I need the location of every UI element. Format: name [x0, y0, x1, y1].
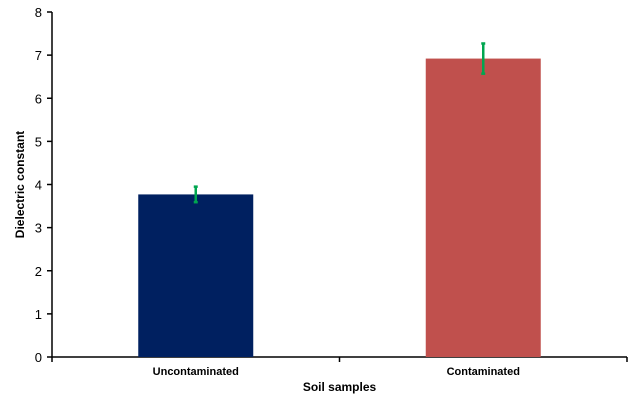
y-tick-label: 1 — [35, 307, 42, 322]
bar-uncontaminated — [138, 194, 254, 357]
x-tick-label: Contaminated — [447, 366, 520, 378]
y-tick-label: 7 — [35, 48, 42, 63]
error-bar-uncontaminated — [193, 185, 198, 204]
error-bars — [193, 42, 486, 204]
bars — [138, 58, 541, 357]
x-tick-label: Uncontaminated — [153, 366, 239, 378]
y-tick-label: 5 — [35, 134, 42, 149]
y-axis: 0 1 2 3 4 5 6 7 8 — [35, 5, 53, 365]
y-tick-label: 6 — [35, 91, 42, 106]
error-bar-contaminated — [481, 42, 486, 75]
y-tick-label: 4 — [35, 178, 42, 193]
y-axis-title: Dielectric constant — [13, 131, 27, 238]
y-tick-label: 2 — [35, 264, 42, 279]
y-tick-label: 0 — [35, 350, 42, 365]
y-tick-label: 3 — [35, 221, 42, 236]
bar-contaminated — [425, 58, 541, 357]
x-axis: Uncontaminated Contaminated — [51, 356, 628, 378]
x-axis-title: Soil samples — [303, 380, 377, 394]
y-tick-label: 8 — [35, 5, 42, 20]
